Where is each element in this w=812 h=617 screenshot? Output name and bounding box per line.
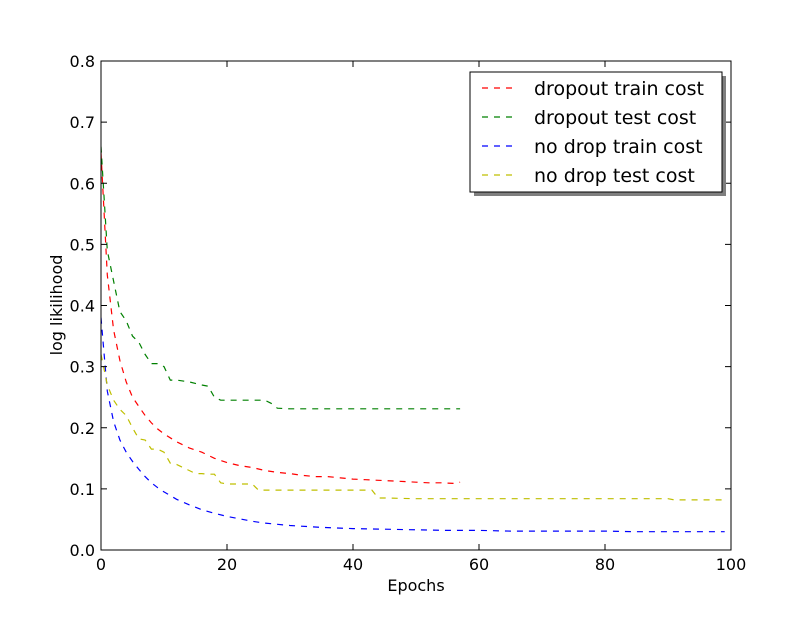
y-tick-label: 0.6 <box>70 174 95 193</box>
x-tick-label: 80 <box>595 555 615 574</box>
y-tick-label: 0.1 <box>70 480 95 499</box>
y-tick-label: 0.7 <box>70 113 95 132</box>
y-tick-label: 0.2 <box>70 419 95 438</box>
x-tick-label: 100 <box>716 555 747 574</box>
y-tick-label: 0.0 <box>70 541 95 560</box>
x-tick-label: 0 <box>96 555 106 574</box>
y-tick-label: 0.8 <box>70 52 95 71</box>
series-layer <box>101 146 725 533</box>
y-tick-label: 0.4 <box>70 297 95 316</box>
y-axis-label: log likilihood <box>47 255 66 356</box>
series-line-0 <box>101 152 461 485</box>
series-line-1 <box>101 146 461 410</box>
x-tick-label: 20 <box>217 555 237 574</box>
legend: dropout train cost dropout test cost no dr… <box>469 71 726 196</box>
series-line-3 <box>101 354 725 501</box>
legend-box <box>469 71 723 193</box>
tick-layer: 0 20 40 60 80 100 0.0 0.1 0.2 0.3 0.4 0.5 0.6 0.7 0.8 <box>70 52 747 574</box>
legend-label-0: dropout train cost <box>534 78 704 100</box>
legend-label-1: dropout test cost <box>534 107 696 129</box>
legend-label-2: no drop train cost <box>534 136 703 158</box>
x-axis-label: Epochs <box>387 576 444 595</box>
x-tick-label: 40 <box>343 555 363 574</box>
y-tick-label: 0.5 <box>70 235 95 254</box>
y-tick-label: 0.3 <box>70 358 95 377</box>
x-tick-label: 60 <box>469 555 489 574</box>
legend-label-3: no drop test cost <box>534 165 695 187</box>
